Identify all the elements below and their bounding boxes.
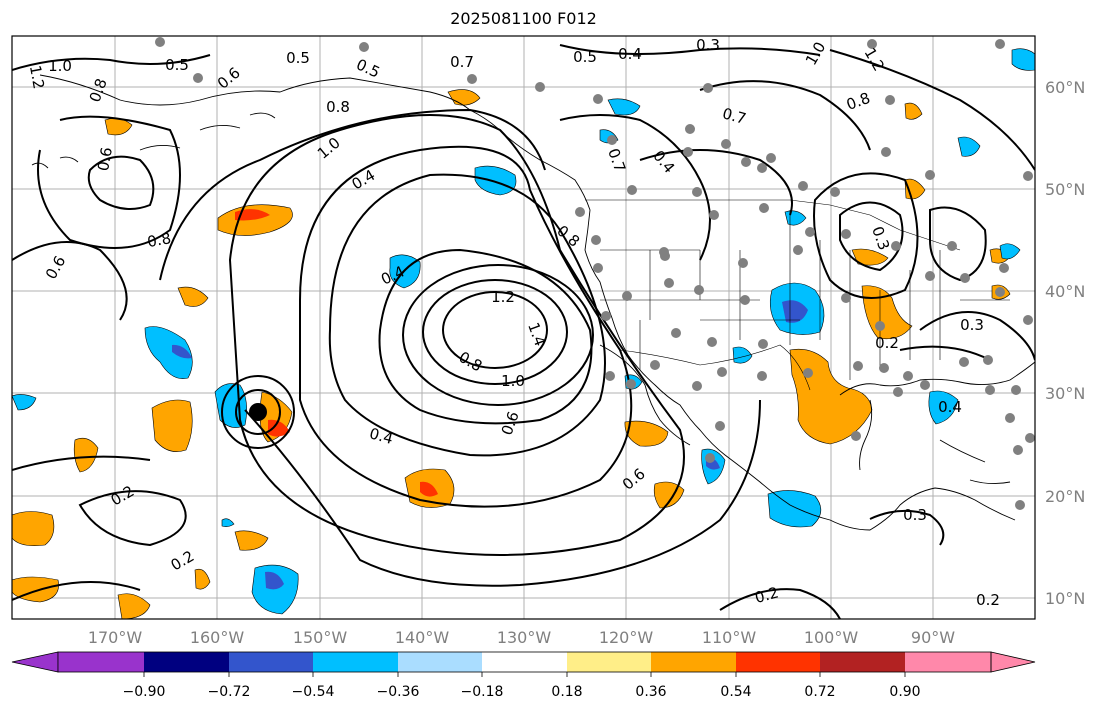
lat-label: 10°N xyxy=(1045,589,1085,608)
lon-label: 140°W xyxy=(395,628,450,647)
lon-label: 90°W xyxy=(911,628,955,647)
station-markers xyxy=(155,37,1035,510)
contour-label: 0.3 xyxy=(903,506,927,524)
contour-label: 0.7 xyxy=(720,104,748,128)
coastlines xyxy=(31,74,1035,531)
lon-label: 160°W xyxy=(190,628,245,647)
colorbar-tick-label: 0.90 xyxy=(889,684,920,700)
colorbar-segment xyxy=(313,652,398,672)
colorbar-tick-label: 0.36 xyxy=(635,684,666,700)
contour-label: 0.2 xyxy=(753,583,781,607)
lon-label: 110°W xyxy=(702,628,757,647)
plot-title: 2025081100 F012 xyxy=(450,9,597,28)
colorbar: −0.90 −0.72 −0.54 −0.36 −0.18 0.18 0.36 … xyxy=(11,651,1036,700)
contour-label: 1.0 xyxy=(48,57,72,75)
lon-label: 120°W xyxy=(599,628,654,647)
colorbar-tick-label: −0.54 xyxy=(292,684,335,700)
colorbar-extend-high xyxy=(990,651,1036,673)
lon-label: 170°W xyxy=(88,628,143,647)
lat-label: 40°N xyxy=(1045,282,1085,301)
contour-label: 0.7 xyxy=(450,53,474,71)
contour-label: 0.5 xyxy=(573,48,597,66)
colorbar-segment xyxy=(651,652,736,672)
colorbar-tick-label: −0.36 xyxy=(377,684,420,700)
contour-label: 0.5 xyxy=(165,56,189,74)
contour-label: 0.4 xyxy=(938,398,962,416)
contour-lines xyxy=(12,44,1035,619)
colorbar-tick-label: −0.90 xyxy=(123,684,166,700)
colorbar-segment xyxy=(736,652,820,672)
lat-label: 60°N xyxy=(1045,78,1085,97)
contour-label: 0.3 xyxy=(696,36,720,54)
lat-label: 50°N xyxy=(1045,180,1085,199)
contour-label: 0.2 xyxy=(875,334,899,352)
lon-label: 130°W xyxy=(497,628,552,647)
lon-label: 100°W xyxy=(804,628,859,647)
lon-label: 150°W xyxy=(293,628,348,647)
colorbar-segment xyxy=(58,652,144,672)
latitude-labels: 60°N 50°N 40°N 30°N 20°N 10°N xyxy=(1045,78,1085,608)
contour-label: 0.4 xyxy=(367,424,395,448)
lat-label: 30°N xyxy=(1045,384,1085,403)
contour-label: 0.5 xyxy=(286,49,310,67)
colorbar-tick-label: 0.54 xyxy=(720,684,751,700)
map-frame xyxy=(11,35,1036,620)
colorbar-tick-label: 0.72 xyxy=(804,684,835,700)
colorbar-segment xyxy=(229,652,313,672)
colorbar-segment xyxy=(398,652,482,672)
contour-label: 0.3 xyxy=(960,316,984,334)
colorbar-tick-label: 0.18 xyxy=(551,684,582,700)
colorbar-segment xyxy=(820,652,905,672)
longitude-labels: 170°W 160°W 150°W 140°W 130°W 120°W 110°… xyxy=(88,628,955,647)
colorbar-segment xyxy=(905,652,991,672)
contour-label: 0.2 xyxy=(976,591,1000,609)
center-marker xyxy=(249,403,267,421)
colorbar-segment xyxy=(144,652,229,672)
colorbar-tick-label: −0.72 xyxy=(208,684,251,700)
contour-label: 0.8 xyxy=(326,98,350,116)
colorbar-tick-label: −0.18 xyxy=(461,684,504,700)
contour-label: 1.2 xyxy=(26,64,48,91)
contour-label: 1.2 xyxy=(491,288,515,306)
colorbar-segment xyxy=(482,652,567,672)
contour-label: 0.4 xyxy=(618,45,642,63)
colorbar-segment xyxy=(567,652,651,672)
colorbar-extend-low xyxy=(11,651,59,673)
contour-label: 0.8 xyxy=(146,229,173,251)
lat-label: 20°N xyxy=(1045,487,1085,506)
contour-label: 1.0 xyxy=(501,372,525,390)
contour-label: 0.6 xyxy=(94,146,116,173)
